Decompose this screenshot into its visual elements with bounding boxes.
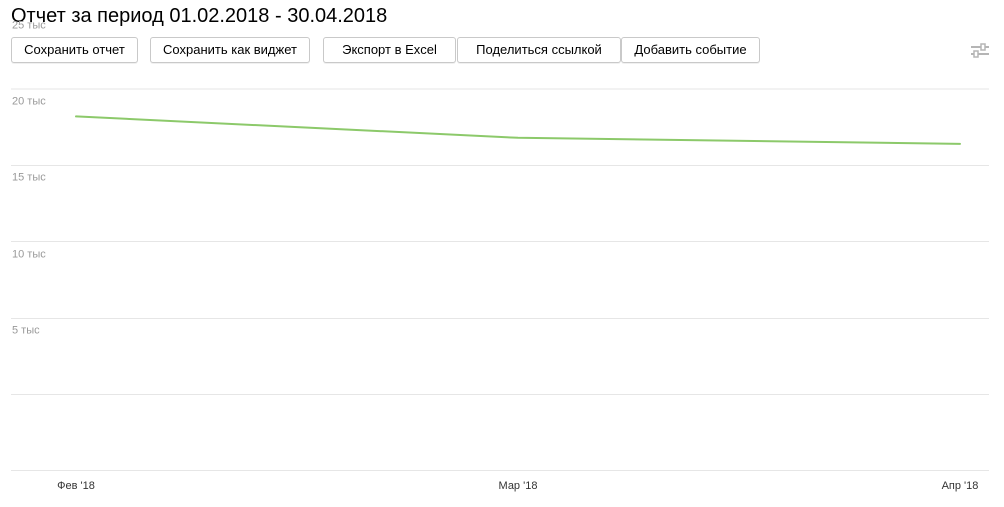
y-tick-label: 25 тыс: [12, 20, 46, 32]
series-line[interactable]: [75, 115, 961, 145]
y-tick-label: 10 тыс: [12, 249, 46, 261]
y-tick-label: 15 тыс: [12, 172, 46, 184]
add-event-button[interactable]: Добавить событие: [621, 37, 760, 63]
share-link-button[interactable]: Поделиться ссылкой: [457, 37, 621, 63]
x-tick-label: Мар '18: [499, 480, 538, 492]
x-tick-label: Апр '18: [942, 480, 979, 492]
x-tick-label: Фев '18: [57, 480, 95, 492]
sliders-icon[interactable]: [970, 42, 990, 60]
save-report-button[interactable]: Сохранить отчет: [11, 37, 138, 63]
save-as-widget-button[interactable]: Сохранить как виджет: [150, 37, 310, 63]
y-tick-label: 20 тыс: [12, 96, 46, 108]
y-tick-label: 5 тыс: [12, 325, 40, 337]
page-title: Отчет за период 01.02.2018 - 30.04.2018: [11, 5, 388, 27]
export-excel-button[interactable]: Экспорт в Excel: [323, 37, 456, 63]
